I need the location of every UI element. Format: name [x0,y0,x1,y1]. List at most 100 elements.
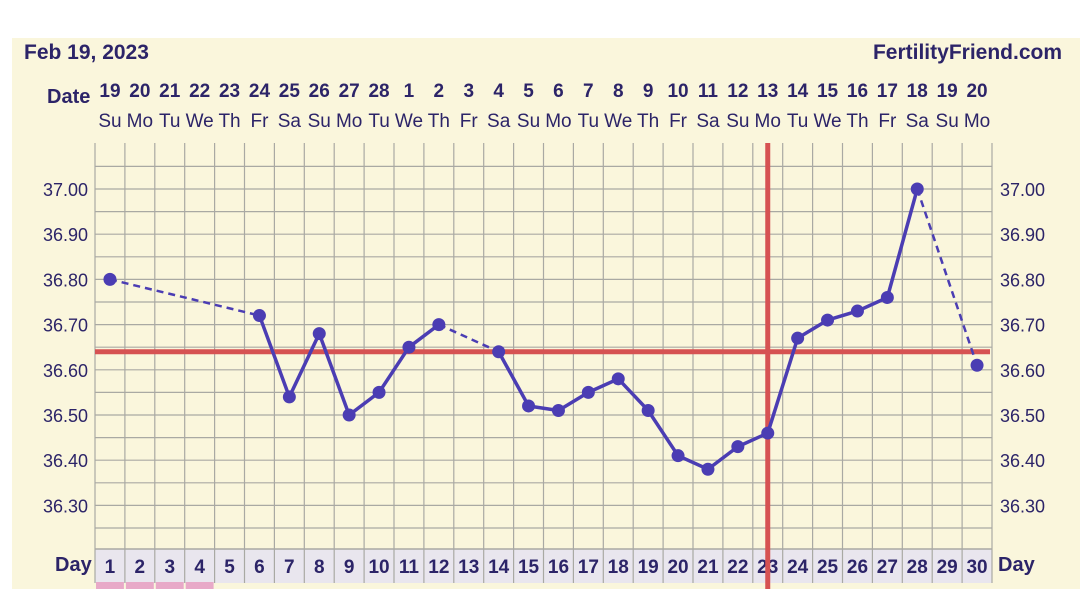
y-tick-label-right: 36.30 [1000,496,1045,516]
day-number: 1 [105,557,116,578]
weekday-label: Th [637,111,659,132]
day-number: 17 [578,557,599,578]
date-label: 16 [847,81,868,102]
date-label: 14 [787,81,809,102]
temperature-gap-line [109,278,260,317]
weekday-label: Su [936,111,959,132]
period-day-marker [125,582,154,589]
weekday-label: We [395,111,423,132]
weekday-label: We [186,111,214,132]
weekday-label: Tu [787,111,808,132]
weekday-label: Sa [487,111,511,132]
day-number: 2 [135,557,146,578]
temperature-point [522,399,536,413]
date-label: 28 [368,81,389,102]
temperature-point [611,372,625,386]
date-label: 17 [877,81,898,102]
weekday-label: Mo [545,111,571,132]
y-tick-label-right: 36.40 [1000,451,1045,471]
y-tick-label-right: 36.90 [1000,225,1045,245]
day-number: 7 [284,557,295,578]
y-tick-label-right: 37.00 [1000,180,1045,200]
temperature-point [970,358,984,372]
date-label: 13 [757,81,778,102]
day-number: 29 [937,557,958,578]
temperature-point [791,331,805,345]
day-number: 21 [697,557,719,578]
weekday-label: Su [517,111,540,132]
temperature-point [821,313,835,327]
weekday-label: Mo [964,111,990,132]
y-tick-label-left: 36.80 [43,270,88,290]
weekday-label: We [813,111,841,132]
date-label: 4 [493,81,504,102]
temperature-point [731,440,745,454]
weekday-label: Su [308,111,331,132]
temperature-point [372,385,386,399]
day-number: 12 [428,557,449,578]
temperature-point [252,309,266,323]
temperature-line-segment [766,337,800,434]
temperature-series [95,143,990,589]
date-label: 18 [907,81,928,102]
date-label: 21 [159,81,181,102]
y-tick-label-left: 36.30 [43,496,88,516]
day-number: 3 [164,557,175,578]
temperature-point [551,403,565,417]
day-number: 10 [368,557,389,578]
temperature-point [761,426,775,440]
weekday-label: Su [726,111,749,132]
date-label: 19 [99,81,120,102]
date-label: 22 [189,81,210,102]
y-tick-label-left: 36.40 [43,451,88,471]
date-label: 11 [698,81,719,102]
weekday-label: Mo [336,111,362,132]
day-number: 26 [847,557,868,578]
brand-label: FertilityFriend.com [873,41,1062,64]
y-tick-label-right: 36.80 [1000,270,1045,290]
date-label: 24 [249,81,271,102]
date-label: 20 [966,81,987,102]
temperature-point [402,340,416,354]
period-day-marker [96,582,124,589]
y-tick-label-left: 36.90 [43,225,88,245]
weekday-label: Mo [127,111,153,132]
date-label: 5 [523,81,534,102]
day-row-label-right: Day [998,554,1036,576]
y-tick-label-left: 37.00 [43,180,88,200]
temperature-line-segment [616,377,650,412]
y-tick-label-left: 36.50 [43,406,88,426]
temperature-point [701,462,715,476]
date-label: 20 [129,81,150,102]
weekday-label: Mo [755,111,781,132]
temperature-point [312,327,326,341]
date-label: 15 [817,81,839,102]
date-label: 8 [613,81,624,102]
weekday-label: Th [846,111,868,132]
date-label: 2 [434,81,445,102]
period-day-marker [185,582,214,589]
temperature-point [432,318,446,332]
day-number: 8 [314,557,325,578]
day-number: 25 [817,557,839,578]
date-label: 23 [219,81,240,102]
temperature-point [910,182,924,196]
day-number: 4 [194,557,205,578]
day-number: 27 [877,557,898,578]
weekday-label: Th [428,111,450,132]
date-label: 19 [937,81,958,102]
weekday-label: We [604,111,632,132]
day-number: 20 [667,557,688,578]
weekday-label: Tu [159,111,180,132]
temperature-line-segment [646,409,680,457]
chart-grid [94,143,993,589]
date-label: 27 [339,81,360,102]
day-number: 13 [458,557,479,578]
temperature-line-segment [317,333,351,416]
day-number: 9 [344,557,355,578]
date-label: 6 [553,81,564,102]
weekday-label: Fr [250,111,269,132]
y-tick-label-right: 36.70 [1000,316,1045,336]
day-number: 30 [966,557,987,578]
